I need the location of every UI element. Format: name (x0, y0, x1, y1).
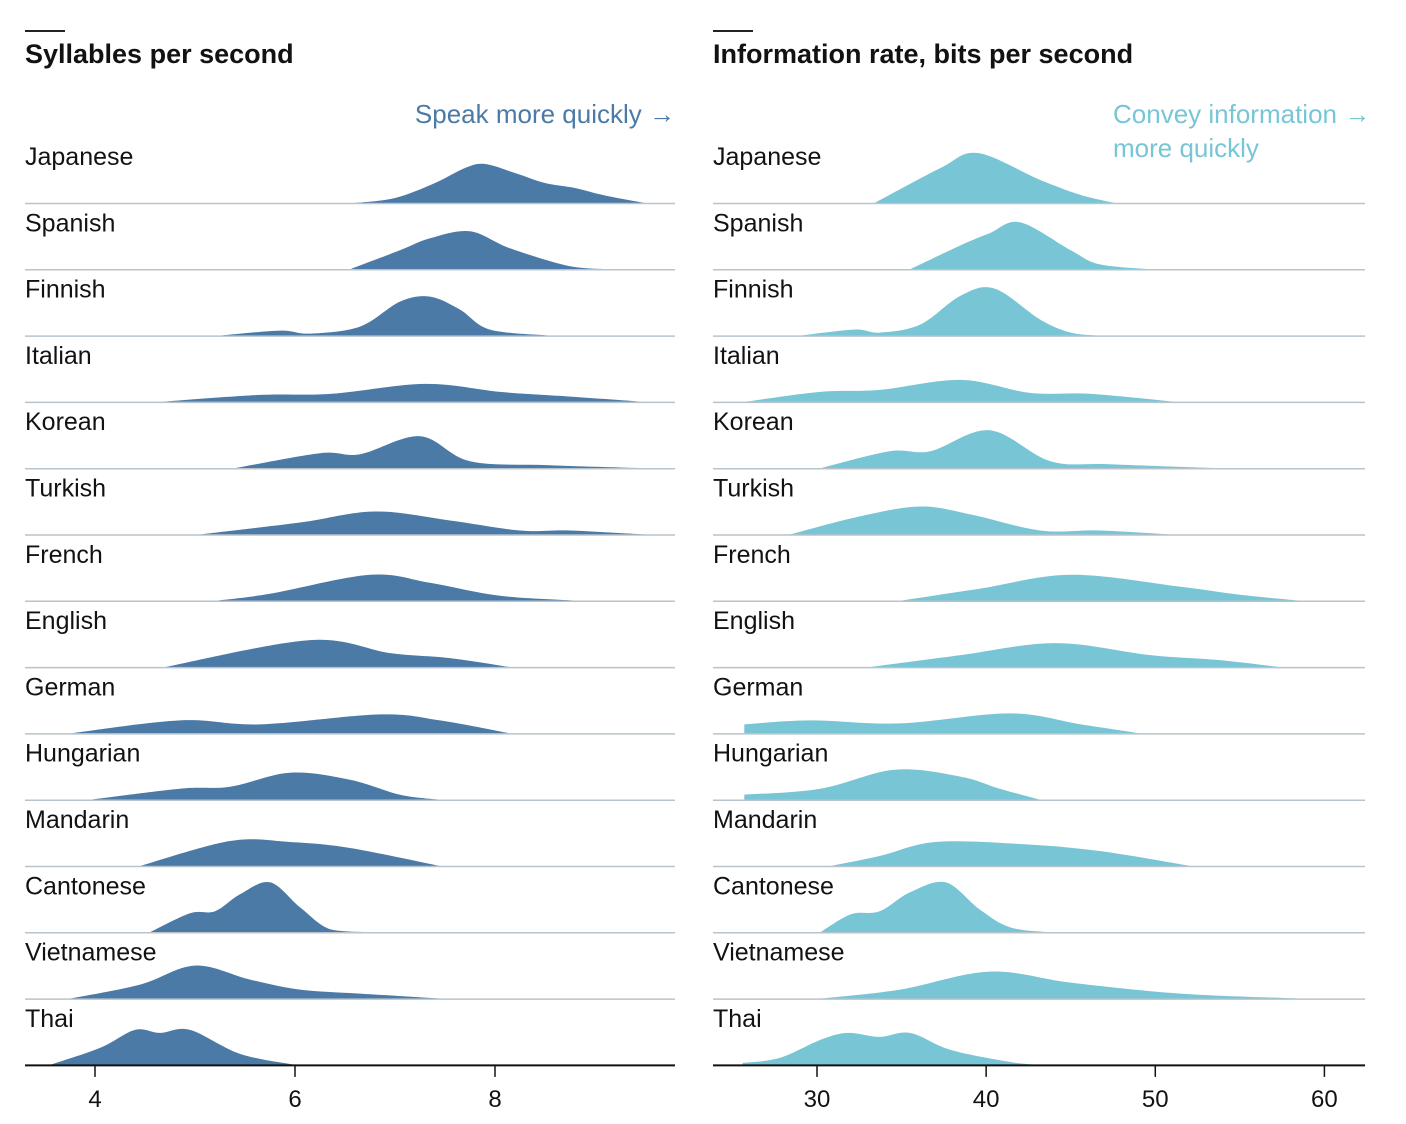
direction-annotation: Convey information → (1113, 99, 1370, 129)
density-area (820, 430, 1220, 469)
language-label: Italian (25, 342, 92, 370)
density-area (869, 643, 1281, 668)
density-area (165, 639, 510, 668)
density-area (910, 221, 1151, 270)
ridge-hungarian: Hungarian (25, 740, 675, 801)
language-label: Cantonese (25, 872, 146, 900)
density-area (150, 881, 370, 933)
ridge-japanese: Japanese (713, 143, 1365, 205)
ridge-thai: Thai (25, 1005, 675, 1067)
density-area (220, 296, 550, 336)
density-area (874, 152, 1115, 203)
ridge-finnish: Finnish (713, 276, 1365, 337)
ridge-finnish: Finnish (25, 276, 675, 337)
chart-title: Information rate, bits per second (713, 39, 1133, 69)
density-area (200, 511, 645, 535)
language-label: Finnish (25, 276, 106, 304)
density-area (50, 1028, 295, 1065)
language-label: Japanese (25, 143, 133, 171)
ridge-english: English (25, 607, 675, 669)
ridge-korean: Korean (25, 408, 675, 470)
ridge-french: French (713, 541, 1365, 603)
language-label: Spanish (25, 209, 115, 237)
ridge-thai: Thai (713, 1005, 1365, 1067)
x-tick-label: 30 (804, 1086, 831, 1113)
language-label: Japanese (713, 143, 821, 171)
ridge-french: French (25, 541, 675, 603)
language-label: English (713, 607, 795, 635)
density-area (820, 971, 1301, 999)
language-label: Hungarian (713, 740, 828, 768)
ridge-italian: Italian (25, 342, 675, 404)
language-label: Spanish (713, 209, 803, 237)
ridge-mandarin: Mandarin (25, 806, 675, 868)
density-area (742, 1032, 1041, 1065)
language-label: Mandarin (713, 806, 817, 834)
ridge-korean: Korean (713, 408, 1365, 470)
ridge-vietnamese: Vietnamese (25, 939, 675, 1000)
language-label: French (713, 541, 791, 569)
language-label: German (713, 673, 803, 701)
density-area (899, 574, 1301, 601)
density-area (70, 965, 440, 999)
language-label: Vietnamese (713, 939, 845, 967)
density-area (355, 163, 645, 203)
language-label: Thai (713, 1005, 762, 1033)
language-label: Cantonese (713, 872, 834, 900)
density-area (744, 769, 1041, 800)
language-label: Korean (713, 408, 794, 436)
ridge-mandarin: Mandarin (713, 806, 1365, 868)
density-area (820, 881, 1051, 933)
chart-title: Syllables per second (25, 39, 294, 69)
ridge-german: German (713, 673, 1365, 735)
density-area (90, 772, 440, 800)
ridge-cantonese: Cantonese (713, 872, 1365, 934)
ridge-japanese: Japanese (25, 143, 675, 205)
density-area (744, 713, 1141, 734)
ridge-spanish: Spanish (713, 209, 1365, 271)
ridge-spanish: Spanish (25, 209, 675, 271)
x-tick-label: 50 (1142, 1086, 1169, 1113)
ridge-italian: Italian (713, 342, 1365, 404)
panel-syllables: Syllables per second Speak more quickly →… (25, 30, 675, 1113)
ridge-vietnamese: Vietnamese (713, 939, 1365, 1000)
ridge-english: English (713, 607, 1365, 669)
density-area (215, 574, 580, 601)
x-tick-label: 4 (88, 1086, 101, 1113)
language-label: Hungarian (25, 740, 140, 768)
language-label: Turkish (25, 475, 106, 503)
ridge-turkish: Turkish (25, 475, 675, 536)
ridge-turkish: Turkish (713, 475, 1365, 536)
ridge-german: German (25, 673, 675, 735)
panel-information-rate: Information rate, bits per second Convey … (713, 30, 1370, 1113)
language-label: French (25, 541, 103, 569)
density-area (140, 839, 440, 866)
x-tick-label: 8 (488, 1086, 501, 1113)
direction-annotation: more quickly (1113, 133, 1259, 163)
language-label: Finnish (713, 276, 794, 304)
density-area (350, 230, 610, 270)
density-area (70, 714, 510, 734)
language-label: Turkish (713, 475, 794, 503)
language-label: Italian (713, 342, 780, 370)
x-tick-label: 6 (288, 1086, 301, 1113)
language-label: Thai (25, 1005, 74, 1033)
language-label: Mandarin (25, 806, 129, 834)
direction-annotation: Speak more quickly → (415, 99, 675, 129)
x-tick-label: 40 (973, 1086, 1000, 1113)
ridge-hungarian: Hungarian (713, 740, 1365, 801)
density-area (235, 436, 645, 469)
x-tick-label: 60 (1311, 1086, 1338, 1113)
language-label: German (25, 673, 115, 701)
density-area (789, 506, 1171, 535)
density-area (744, 379, 1176, 402)
density-area (830, 841, 1191, 866)
density-area (800, 287, 1100, 336)
language-label: Korean (25, 408, 106, 436)
ridge-cantonese: Cantonese (25, 872, 675, 934)
density-area (160, 383, 645, 402)
language-label: Vietnamese (25, 939, 157, 967)
language-label: English (25, 607, 107, 635)
